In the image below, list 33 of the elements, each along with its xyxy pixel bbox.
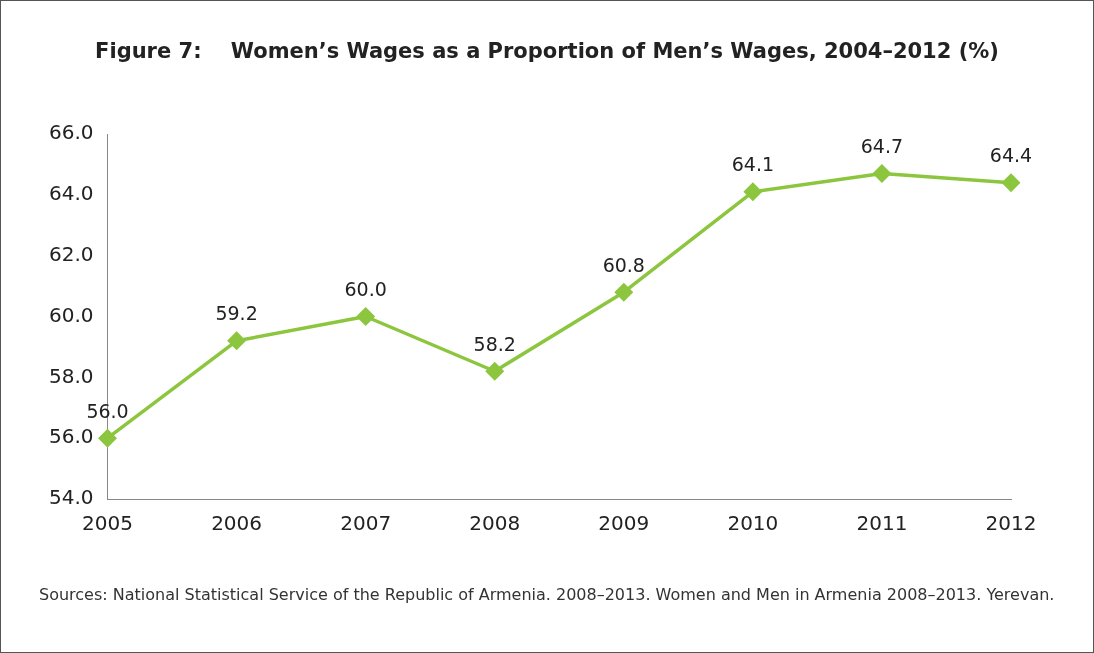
source-note: Sources: National Statistical Service of the Republic of Armenia. 2008–2013. Women and Men in Armenia 2008–2013. Yerevan. — [39, 584, 1056, 606]
x-tick-label: 2008 — [469, 511, 521, 536]
point — [1002, 173, 1020, 192]
data-label: 64.7 — [860, 134, 904, 157]
x-tick-label: 2011 — [856, 511, 908, 536]
point — [227, 332, 246, 350]
x-tick-label: 2009 — [598, 511, 650, 536]
point — [98, 429, 117, 447]
data-label: 60.0 — [344, 277, 387, 300]
point — [615, 283, 633, 301]
point — [873, 164, 891, 183]
data-label: 60.8 — [602, 253, 645, 276]
point — [356, 307, 375, 326]
y-tick-label: 58.0 — [49, 363, 94, 388]
data-label: 64.1 — [731, 153, 775, 176]
x-tick-label: 2012 — [985, 511, 1037, 536]
y-tick-label: 56.0 — [49, 424, 94, 449]
data-label: 59.2 — [215, 302, 258, 325]
data-label: 64.4 — [989, 144, 1033, 167]
x-tick-label: 2005 — [82, 511, 133, 536]
x-tick-label: 2010 — [727, 511, 779, 536]
data-label: 58.2 — [473, 332, 516, 355]
point — [485, 362, 504, 380]
chart-title: Figure 7: Women’s Wages as a Proportion of Men’s Wages, 2004–2012 (%) — [94, 39, 1000, 63]
y-tick-label: 54.0 — [49, 485, 94, 510]
y-tick-label: 60.0 — [49, 302, 94, 327]
data-label: 56.0 — [86, 399, 129, 422]
x-tick-label: 2006 — [211, 511, 263, 536]
point — [744, 183, 762, 201]
x-tick-label: 2007 — [340, 511, 392, 536]
y-tick-label: 66.0 — [49, 120, 94, 145]
y-tick-label: 62.0 — [49, 241, 94, 266]
y-tick-label: 64.0 — [49, 181, 94, 206]
